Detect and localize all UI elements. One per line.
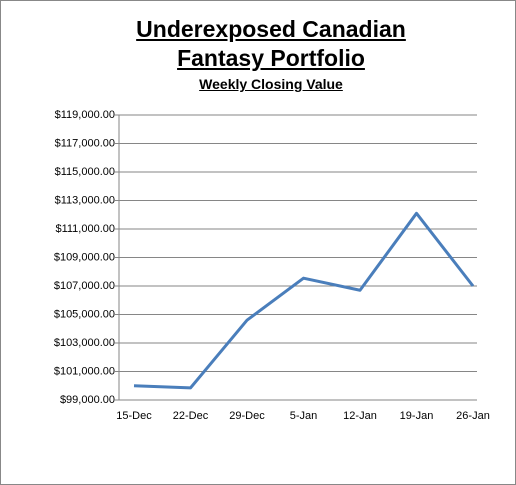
y-tick-label: $105,000.00 <box>54 308 115 320</box>
y-tick-label: $107,000.00 <box>54 280 115 292</box>
chart-title: Underexposed Canadian Fantasy Portfolio <box>136 16 406 71</box>
x-tick-label: 12-Jan <box>343 410 377 422</box>
x-tick-label: 5-Jan <box>290 410 318 422</box>
y-tick-label: $109,000.00 <box>54 251 115 263</box>
y-tick-label: $115,000.00 <box>55 166 115 178</box>
x-tick-label: 26-Jan <box>456 410 490 422</box>
x-tick-label: 15-Dec <box>116 410 152 422</box>
y-tick-label: $99,000.00 <box>60 394 115 406</box>
chart-subtitle: Weekly Closing Value <box>199 76 343 92</box>
y-tick-label: $119,000.00 <box>55 109 115 121</box>
y-tick-label: $111,000.00 <box>55 223 115 235</box>
y-tick-label: $101,000.00 <box>54 365 115 377</box>
y-tick-label: $113,000.00 <box>55 194 115 206</box>
y-tick-label: $103,000.00 <box>54 337 115 349</box>
x-tick-label: 22-Dec <box>173 410 209 422</box>
x-tick-label: 19-Jan <box>400 410 434 422</box>
series-line <box>133 211 475 390</box>
x-tick-label: 29-Dec <box>229 410 265 422</box>
y-tick-label: $117,000.00 <box>55 137 115 149</box>
